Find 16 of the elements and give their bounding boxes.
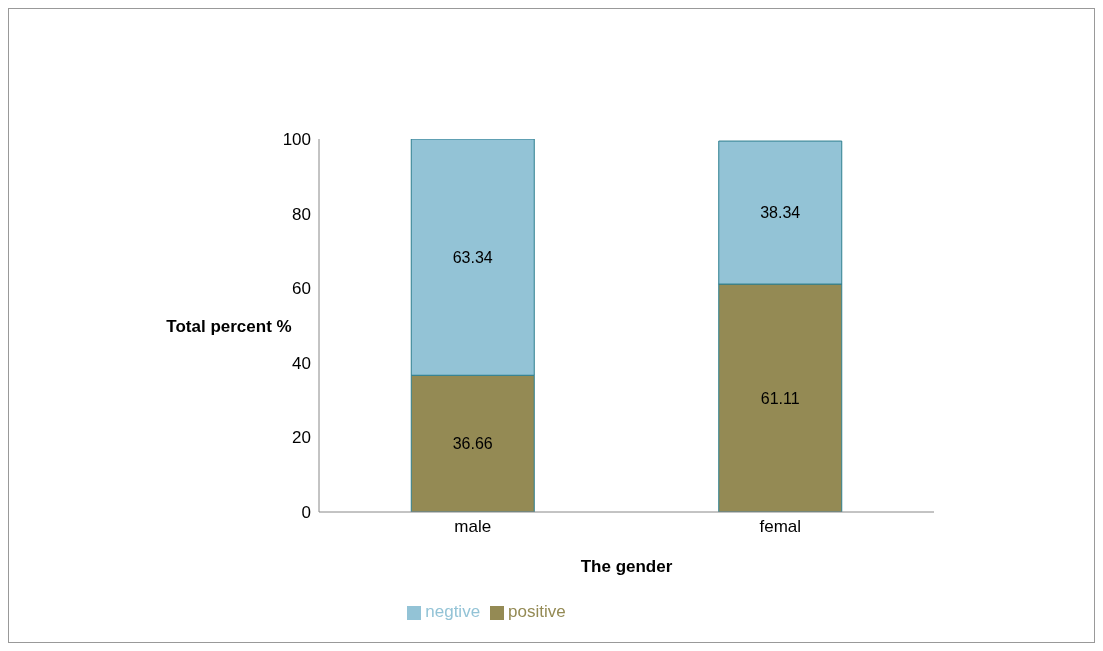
x-tick-label: male bbox=[454, 517, 492, 537]
data-label: 36.66 bbox=[452, 435, 493, 453]
y-tick-label: 80 bbox=[292, 204, 311, 224]
y-tick-label: 60 bbox=[292, 279, 311, 299]
y-tick-label: 20 bbox=[292, 428, 311, 448]
data-label: 61.11 bbox=[760, 389, 800, 407]
data-label: 63.34 bbox=[452, 248, 493, 266]
data-label: 38.34 bbox=[760, 204, 801, 222]
y-axis-title: Total percent % bbox=[166, 316, 292, 336]
x-axis-title: The gender bbox=[580, 557, 673, 576]
x-tick-label: femal bbox=[759, 517, 802, 537]
y-tick-label: 40 bbox=[292, 353, 311, 373]
y-tick-label: 100 bbox=[282, 130, 311, 150]
legend-label: negtive bbox=[425, 602, 481, 621]
legend-label: positive bbox=[508, 602, 566, 621]
y-tick-label: 0 bbox=[301, 503, 311, 523]
